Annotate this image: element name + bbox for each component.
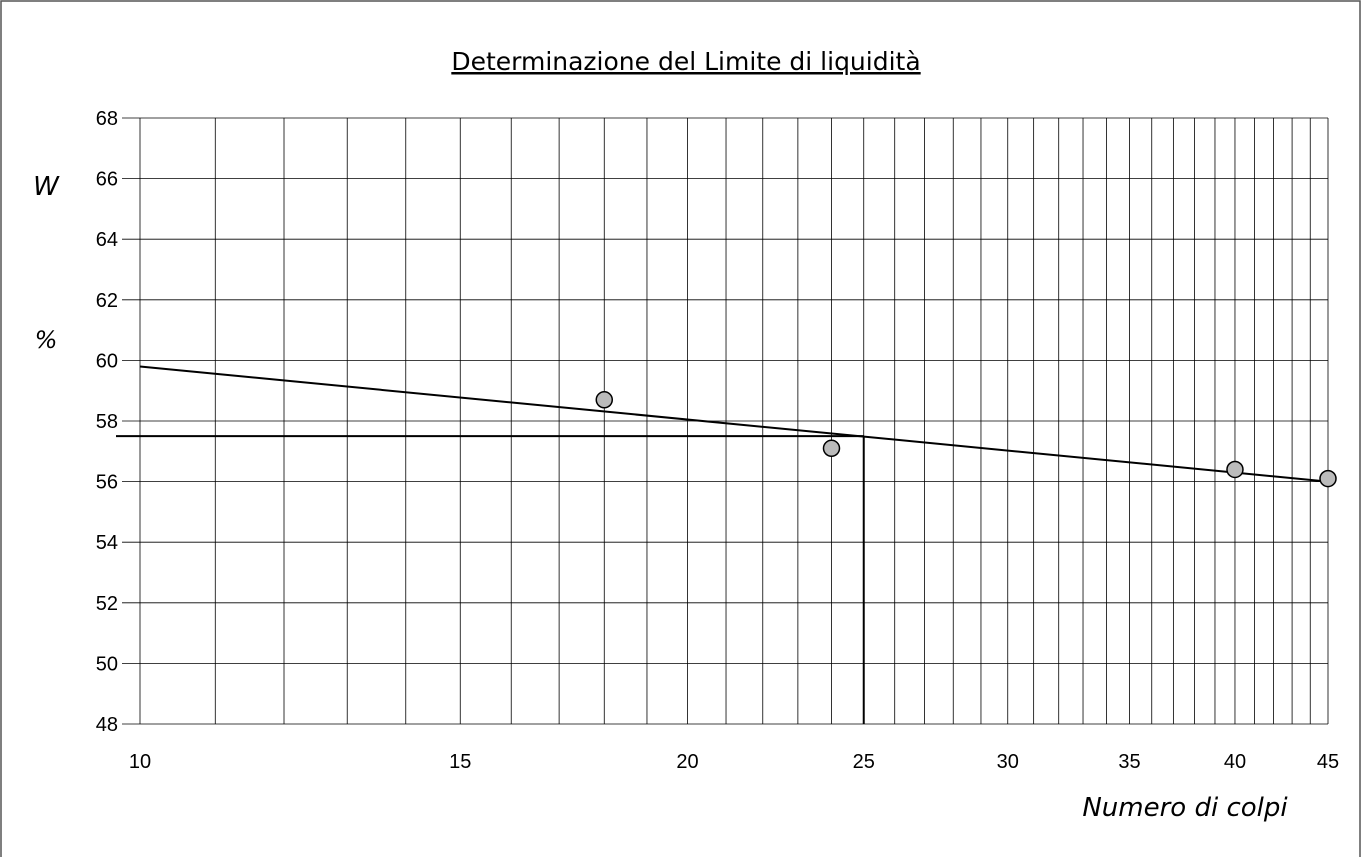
y-tick-label: 64 [96,229,118,251]
x-tick-label: 10 [129,751,151,773]
x-tick-label: 30 [997,751,1019,773]
y-tick-label: 66 [96,169,118,191]
data-point [822,439,841,458]
chart-title: Determinazione del Limite di liquidità [451,47,920,76]
y-tick-label: 50 [96,653,118,675]
x-tick-label: 20 [676,751,698,773]
y-tick-label: 58 [96,411,118,433]
y-axis-label: W [33,172,60,202]
y-tick-label: 68 [96,108,118,130]
x-tick-label: 25 [853,751,875,773]
x-tick-label: 45 [1317,751,1339,773]
y-axis-unit: % [35,326,58,354]
y-tick-label: 62 [96,290,118,312]
y-tick-label: 60 [96,350,118,372]
y-tick-label: 54 [96,532,118,554]
data-point [1226,460,1244,479]
y-tick-label: 56 [96,472,118,494]
x-tick-label: 35 [1118,751,1140,773]
y-tick-label: 52 [96,593,118,615]
y-tick-label: 48 [96,714,118,736]
x-tick-label: 15 [449,751,471,773]
x-tick-label: 40 [1224,751,1246,773]
x-axis-label: Numero di colpi [1082,793,1288,823]
fit-line [139,365,1329,483]
data-point [595,391,614,409]
data-point [1319,469,1337,488]
